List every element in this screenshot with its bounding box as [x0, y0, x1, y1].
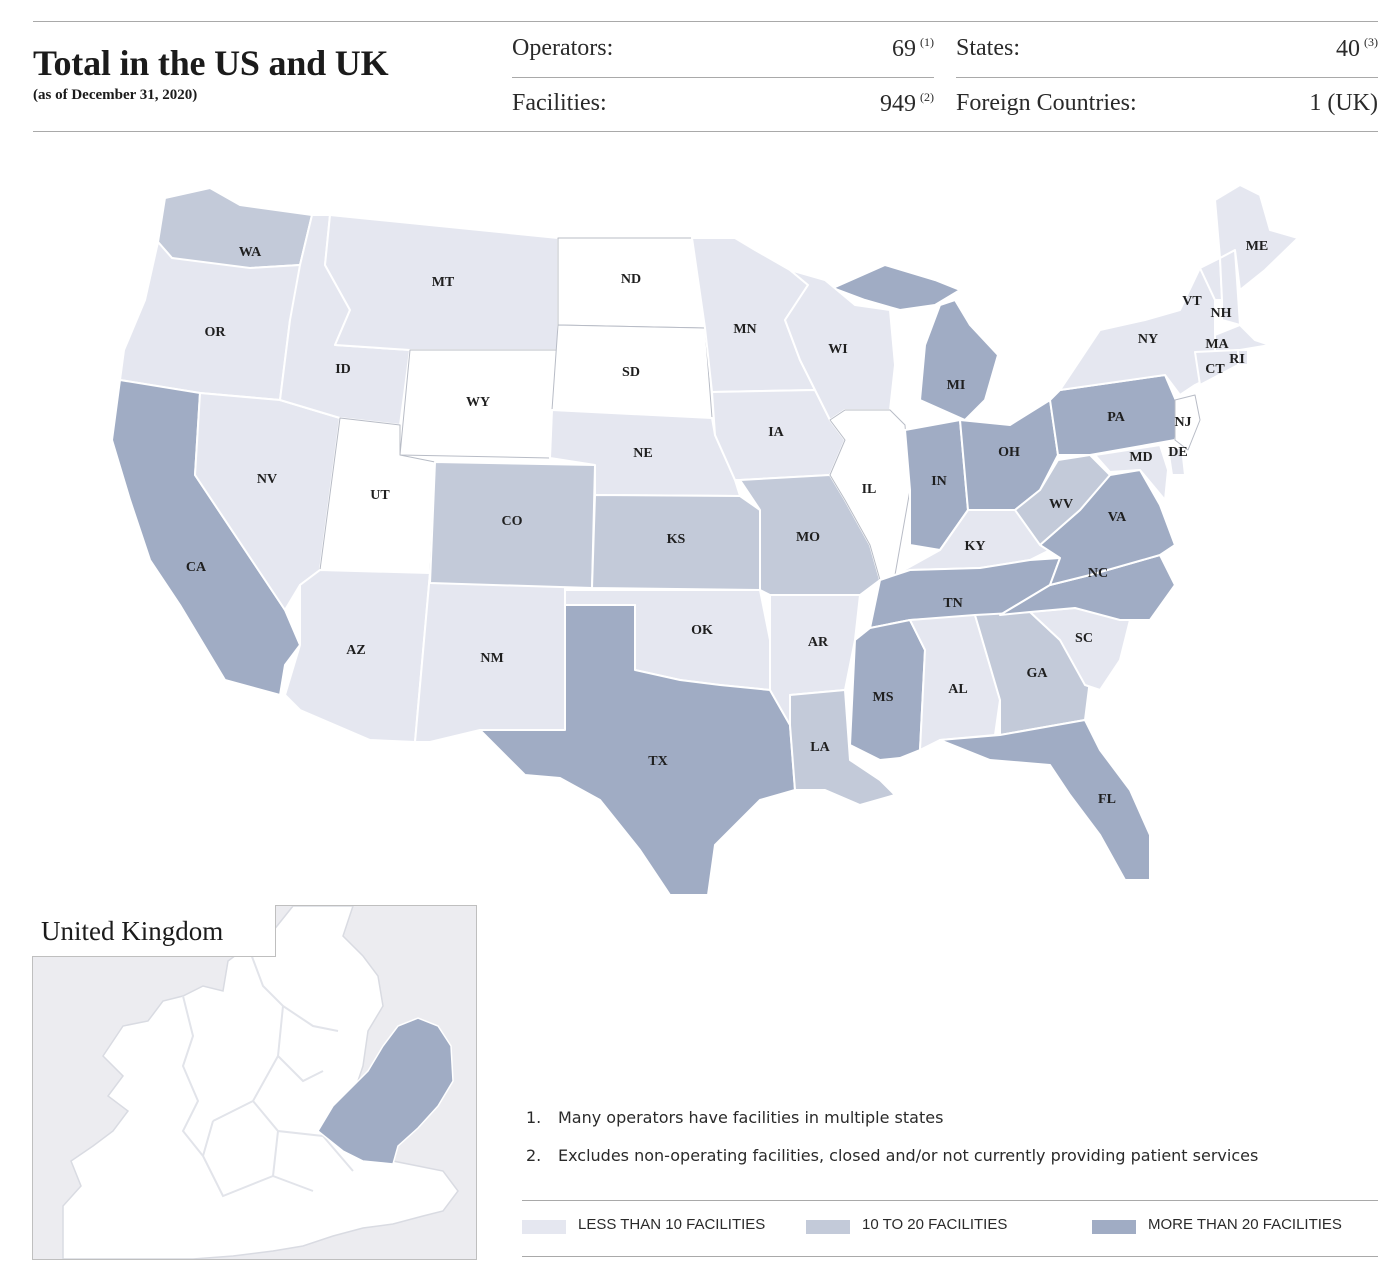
state-label-GA: GA — [1027, 666, 1049, 681]
state-MD — [1094, 444, 1169, 501]
state-label-MN: MN — [733, 322, 756, 337]
state-label-WI: WI — [828, 342, 847, 357]
legend-swatch-more-than-20 — [1092, 1220, 1136, 1234]
state-label-KY: KY — [965, 539, 986, 554]
legend-swatch-less-than-10 — [522, 1220, 566, 1234]
state-label-TX: TX — [648, 754, 667, 769]
state-LA — [789, 689, 896, 806]
state-label-NJ: NJ — [1174, 415, 1191, 430]
stats-mid-rule-right — [956, 77, 1378, 78]
state-label-IA: IA — [768, 425, 784, 440]
state-label-CT: CT — [1205, 362, 1225, 377]
state-WV — [1014, 454, 1111, 546]
state-CT — [1194, 349, 1239, 386]
stat-foreign-countries-value: 1 (UK) — [1309, 90, 1378, 116]
state-MI-upper-peninsula — [832, 264, 961, 311]
state-label-WA: WA — [239, 245, 262, 260]
state-label-ME: ME — [1246, 239, 1269, 254]
page-subtitle: (as of December 31, 2020) — [33, 87, 198, 103]
state-label-OK: OK — [691, 623, 713, 638]
legend-label-10-to-20: 10 TO 20 FACILITIES — [862, 1216, 1008, 1233]
page-title: Total in the US and UK — [33, 43, 389, 83]
stat-states-label: States: — [956, 35, 1020, 61]
state-label-KS: KS — [667, 532, 686, 547]
state-label-OR: OR — [205, 325, 227, 340]
stat-facilities-label: Facilities: — [512, 90, 607, 116]
state-label-AZ: AZ — [346, 643, 365, 658]
state-TX — [479, 604, 796, 896]
header-top-rule — [33, 21, 1378, 22]
header-bottom-rule — [33, 131, 1378, 132]
state-IL — [829, 409, 911, 581]
state-label-SD: SD — [622, 365, 640, 380]
stat-facilities-value: 949 (2) — [880, 90, 934, 117]
state-label-NH: NH — [1211, 306, 1232, 321]
state-label-VA: VA — [1108, 510, 1127, 525]
footnote-2: 2. Excludes non-operating facilities, clo… — [526, 1146, 1259, 1165]
state-SD — [551, 324, 713, 419]
state-label-ID: ID — [335, 362, 351, 377]
uk-east-of-england-region — [317, 1017, 454, 1165]
us-facilities-map: WA OR CA NV ID MT WY UT AZ NM CO ND SD NE KS OK TX MN IA MO… — [111, 184, 1299, 896]
stats-mid-rule-left — [512, 77, 934, 78]
state-label-OH: OH — [998, 445, 1020, 460]
state-label-WY: WY — [466, 395, 490, 410]
state-label-CO: CO — [502, 514, 523, 529]
state-label-ND: ND — [621, 272, 641, 287]
state-label-LA: LA — [810, 740, 830, 755]
state-label-IN: IN — [931, 474, 947, 489]
legend-label-more-than-20: MORE THAN 20 FACILITIES — [1148, 1216, 1342, 1233]
state-label-TN: TN — [943, 596, 962, 611]
state-WA — [157, 187, 313, 269]
state-label-UT: UT — [370, 488, 390, 503]
stat-states-value: 40 (3) — [1336, 35, 1378, 62]
legend-label-less-than-10: LESS THAN 10 FACILITIES — [578, 1216, 766, 1233]
legend-swatch-10-to-20 — [806, 1220, 850, 1234]
state-label-MO: MO — [796, 530, 820, 545]
state-label-AR: AR — [808, 635, 829, 650]
state-DE — [1167, 447, 1186, 476]
state-NJ — [1174, 394, 1201, 451]
state-label-PA: PA — [1107, 410, 1126, 425]
state-ME — [1214, 184, 1299, 291]
legend-top-rule — [522, 1200, 1378, 1201]
state-MI — [919, 299, 999, 421]
state-label-MI: MI — [947, 378, 966, 393]
legend-bottom-rule — [522, 1256, 1378, 1257]
stat-operators-value: 69 (1) — [892, 35, 934, 62]
state-label-MT: MT — [432, 275, 455, 290]
uk-landmass — [62, 906, 459, 1259]
state-label-NV: NV — [257, 472, 277, 487]
state-label-VT: VT — [1182, 294, 1202, 309]
stat-foreign-countries-label: Foreign Countries: — [956, 90, 1137, 116]
state-FL — [939, 719, 1151, 881]
footnote-1: 1. Many operators have facilities in mult… — [526, 1108, 944, 1127]
state-label-RI: RI — [1229, 352, 1245, 367]
state-label-FL: FL — [1098, 792, 1116, 807]
uk-map-graphic — [62, 906, 459, 1259]
uk-inset-label: United Kingdom — [32, 905, 276, 957]
uk-inset-map — [32, 905, 477, 1260]
state-label-NE: NE — [633, 446, 652, 461]
state-label-MD: MD — [1129, 450, 1152, 465]
state-label-NY: NY — [1138, 332, 1158, 347]
state-label-MS: MS — [873, 690, 894, 705]
state-label-SC: SC — [1075, 631, 1093, 646]
state-label-WV: WV — [1049, 497, 1073, 512]
state-label-MA: MA — [1205, 337, 1229, 352]
state-label-DE: DE — [1168, 445, 1187, 460]
state-label-IL: IL — [862, 482, 877, 497]
uk-region-borders — [181, 945, 354, 1198]
state-label-AL: AL — [948, 682, 967, 697]
state-label-NC: NC — [1088, 566, 1108, 581]
stat-operators-label: Operators: — [512, 35, 614, 61]
state-label-NM: NM — [480, 651, 503, 666]
state-label-CA: CA — [186, 560, 207, 575]
